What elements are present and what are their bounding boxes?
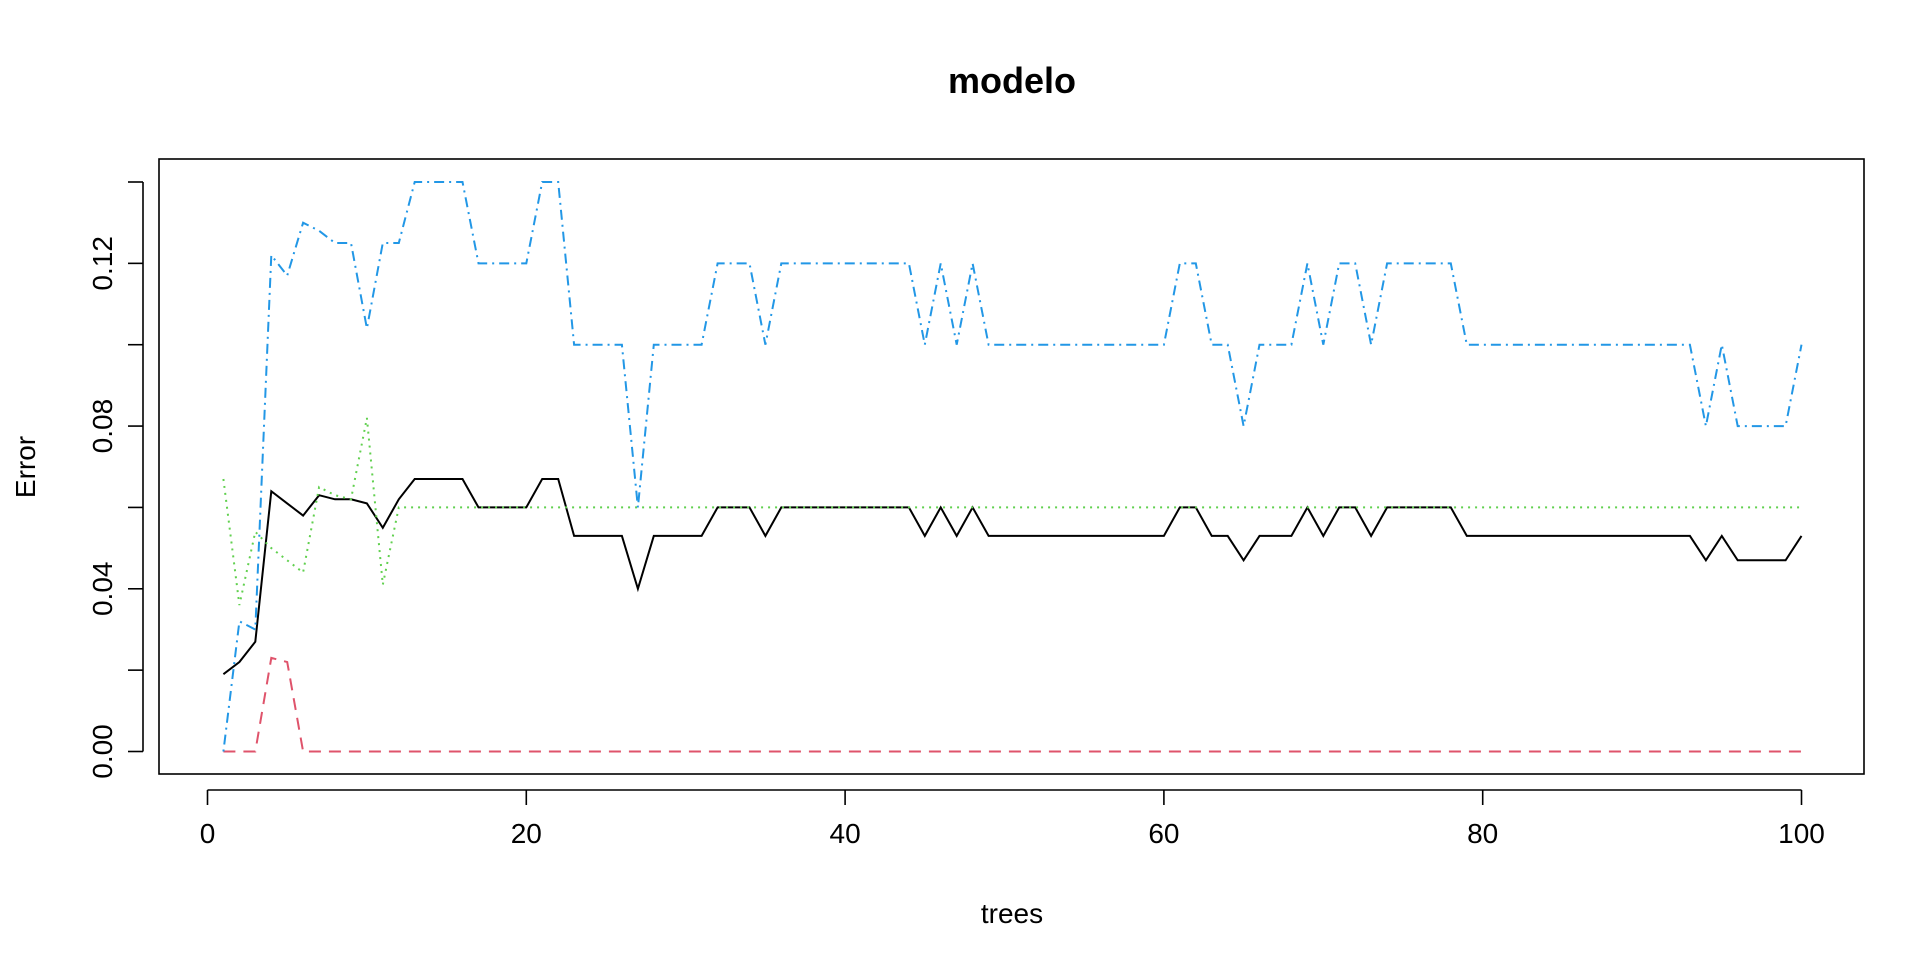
series-line-4	[222, 181, 1803, 752]
x-tick-label: 0	[200, 818, 216, 849]
x-axis: 0 20 40 60 80 100	[200, 789, 1825, 849]
y-tick-label: 0.04	[87, 562, 118, 617]
series-line-3	[222, 417, 1802, 606]
plot-area-border	[158, 158, 1865, 775]
series-line-1	[222, 478, 1803, 675]
x-tick-label: 100	[1778, 818, 1825, 849]
x-axis-label: trees	[981, 898, 1043, 929]
x-tick-label: 80	[1467, 818, 1498, 849]
series-line-2	[223, 656, 1802, 753]
x-tick-label: 60	[1148, 818, 1179, 849]
y-tick-label: 0.12	[87, 236, 118, 291]
y-axis: 0.00 0.04 0.08 0.12	[87, 181, 144, 779]
series-lines	[222, 181, 1803, 753]
y-axis-label: Error	[10, 436, 41, 498]
x-tick-label: 20	[511, 818, 542, 849]
y-tick-label: 0.00	[87, 724, 118, 779]
chart-title: modelo	[948, 60, 1076, 101]
y-tick-label: 0.08	[87, 399, 118, 454]
x-tick-label: 40	[830, 818, 861, 849]
